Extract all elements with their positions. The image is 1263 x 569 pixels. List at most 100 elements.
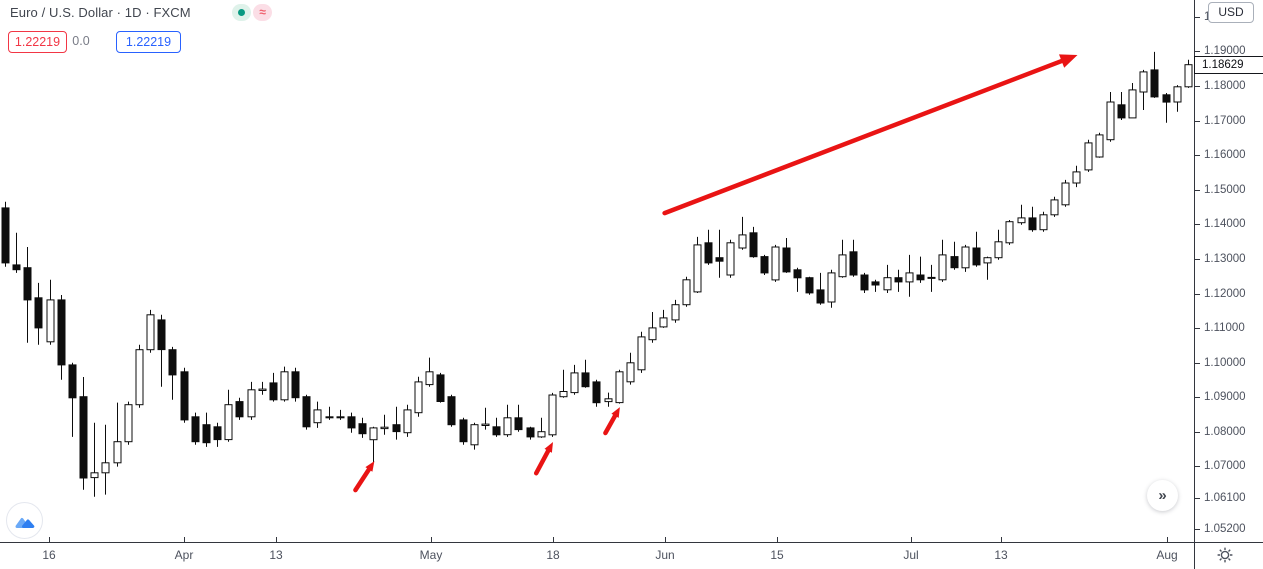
time-scale[interactable]: 16 Apr 13 May 18 Jun 15 Jul 13 Aug: [0, 543, 1194, 569]
candlestick-chart[interactable]: [0, 0, 1194, 542]
candle-down: [436, 374, 445, 402]
time-tick-label: Jun: [655, 548, 675, 562]
candle-up: [1128, 89, 1137, 119]
candle-up: [425, 371, 434, 386]
time-tick-label: May: [419, 548, 443, 562]
candle-up: [905, 272, 914, 283]
candle-up: [559, 391, 568, 398]
candle-up: [938, 254, 947, 281]
candle-up: [648, 327, 657, 341]
price-tick-label: 1.15000: [1204, 183, 1246, 196]
price-tick-label: 1.10000: [1204, 356, 1246, 369]
candle-up: [325, 416, 334, 419]
candle-up: [961, 246, 970, 269]
annotation-arrows[interactable]: [353, 54, 1078, 493]
candle-up: [1050, 199, 1059, 216]
candle-down: [157, 319, 166, 351]
candle-up: [113, 441, 122, 464]
price-tick: [1195, 528, 1200, 530]
symbol-title[interactable]: Euro / U.S. Dollar · 1D · FXCM: [10, 5, 191, 20]
candle-up: [659, 317, 668, 328]
candle-up: [1061, 182, 1070, 206]
candle-up: [838, 254, 847, 278]
candle-up: [1039, 214, 1048, 231]
spread-value: 0.0: [72, 34, 90, 48]
candle-down: [816, 289, 825, 304]
price-tick: [1195, 362, 1200, 364]
delayed-data-badge[interactable]: ≈: [253, 4, 272, 21]
time-tick-label: 13: [994, 548, 1008, 562]
candle-up: [258, 388, 267, 392]
approx-equal-icon: ≈: [259, 5, 266, 19]
time-tick-label: 13: [269, 548, 283, 562]
candle-down: [1162, 94, 1171, 103]
time-tick-label: Jul: [903, 548, 919, 562]
trend-arrow: [662, 56, 1069, 216]
price-tick: [1195, 497, 1200, 499]
signal-arrow: [533, 445, 552, 476]
scale-settings-gear-icon[interactable]: [1216, 546, 1234, 564]
buy-price-button[interactable]: 1.22219: [116, 31, 181, 53]
candle-up: [1017, 217, 1026, 224]
candle-up: [503, 417, 512, 436]
price-tick: [1195, 16, 1200, 18]
expand-chart-button[interactable]: »: [1147, 480, 1178, 511]
time-tick-label: 16: [42, 548, 56, 562]
sell-price-button[interactable]: 1.22219: [8, 31, 67, 53]
price-tick-label: 1.11000: [1204, 322, 1245, 335]
candle-up: [1173, 86, 1182, 103]
candle-down: [79, 396, 88, 479]
price-tick-label: 1.18000: [1204, 79, 1246, 92]
candle-up: [1095, 134, 1104, 158]
price-axis-border: [1194, 0, 1195, 569]
price-tick: [1195, 258, 1200, 260]
candle-up: [671, 304, 680, 321]
price-tick: [1195, 328, 1200, 330]
candle-down: [871, 281, 880, 286]
time-tick-label: 18: [546, 548, 560, 562]
candle-down: [927, 276, 936, 279]
currency-toggle-button[interactable]: USD: [1208, 2, 1254, 23]
candle-up: [983, 257, 992, 264]
candle-up: [693, 244, 702, 293]
candle-down: [860, 274, 869, 291]
candle-down: [972, 247, 981, 266]
candle-down: [23, 267, 32, 301]
candle-down: [302, 396, 311, 428]
candle-down: [202, 424, 211, 444]
candle-up: [626, 362, 635, 383]
candle-up: [1106, 101, 1115, 141]
candle-up: [247, 389, 256, 418]
candle-down: [592, 381, 601, 404]
candle-down: [760, 256, 769, 274]
candle-up: [548, 394, 557, 436]
candle-down: [704, 242, 713, 264]
candle-down: [894, 277, 903, 283]
time-tick-label: 15: [770, 548, 784, 562]
price-tick: [1195, 51, 1200, 53]
candle-up: [738, 234, 747, 249]
candle-down: [805, 277, 814, 294]
candle-up: [1005, 221, 1014, 244]
candle-up: [637, 336, 646, 371]
price-scale[interactable]: 1.200001.190001.180001.170001.160001.150…: [1194, 0, 1263, 542]
candle-up: [883, 277, 892, 291]
time-axis-ticks: [49, 537, 1168, 542]
price-tick-label: 1.09000: [1204, 391, 1246, 404]
candle-down: [514, 417, 523, 431]
candle-down: [347, 416, 356, 429]
candle-down: [715, 257, 724, 262]
price-tick-label: 1.06100: [1204, 491, 1246, 504]
market-status-badge[interactable]: [232, 4, 251, 21]
candle-up: [481, 423, 490, 427]
candle-down: [12, 264, 21, 271]
price-tick: [1195, 155, 1200, 157]
market-status-dot-icon: [238, 9, 245, 16]
chart-logo-button[interactable]: [6, 502, 43, 539]
candle-down: [358, 423, 367, 435]
candle-up: [615, 371, 624, 404]
candle-down: [269, 382, 278, 401]
time-tick-label: Apr: [174, 548, 194, 562]
candle-down: [492, 426, 501, 436]
